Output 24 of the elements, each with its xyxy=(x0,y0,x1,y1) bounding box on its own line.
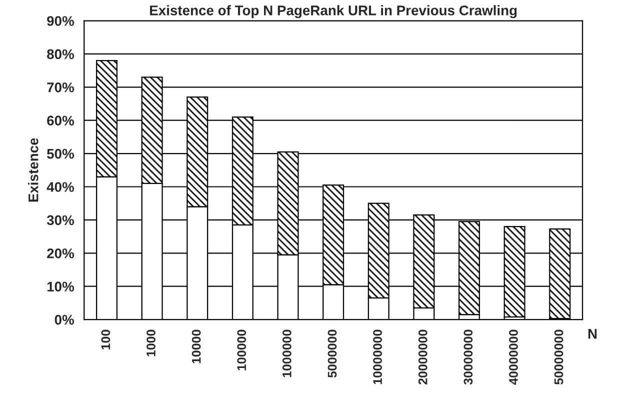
y-tick-label: 90% xyxy=(47,16,74,26)
y-tick-label: 60% xyxy=(47,116,74,126)
y-tick-label: 0% xyxy=(54,314,74,325)
y-tick-label: 20% xyxy=(47,248,74,258)
x-tick-label: 100 xyxy=(101,330,110,350)
x-tick-label: 30000000 xyxy=(464,330,473,385)
x-tick-label: 10000 xyxy=(192,330,201,364)
x-axis-title: N xyxy=(588,329,597,339)
x-tick-label: 1000 xyxy=(146,330,156,356)
x-tick-label: 50000000 xyxy=(554,330,564,384)
chart-title: Existence of Top N PageRank URL in Previous Crawling xyxy=(150,5,517,18)
x-tick-label: 1000000 xyxy=(282,330,292,378)
y-tick-label: 10% xyxy=(47,282,74,292)
x-tick-label: 100000 xyxy=(237,330,246,370)
x-tick-label: 5000000 xyxy=(328,330,337,378)
y-axis-title: Existence xyxy=(28,138,38,202)
y-tick-label: 80% xyxy=(47,49,74,60)
y-tick-label: 30% xyxy=(46,215,74,226)
x-tick-label: 10000000 xyxy=(373,330,382,384)
x-tick-label: 20000000 xyxy=(418,330,428,384)
y-tick-label: 70% xyxy=(47,82,74,92)
y-tick-label: 40% xyxy=(46,182,74,192)
x-tick-label: 40000000 xyxy=(509,330,518,385)
y-tick-label: 50% xyxy=(47,148,74,159)
